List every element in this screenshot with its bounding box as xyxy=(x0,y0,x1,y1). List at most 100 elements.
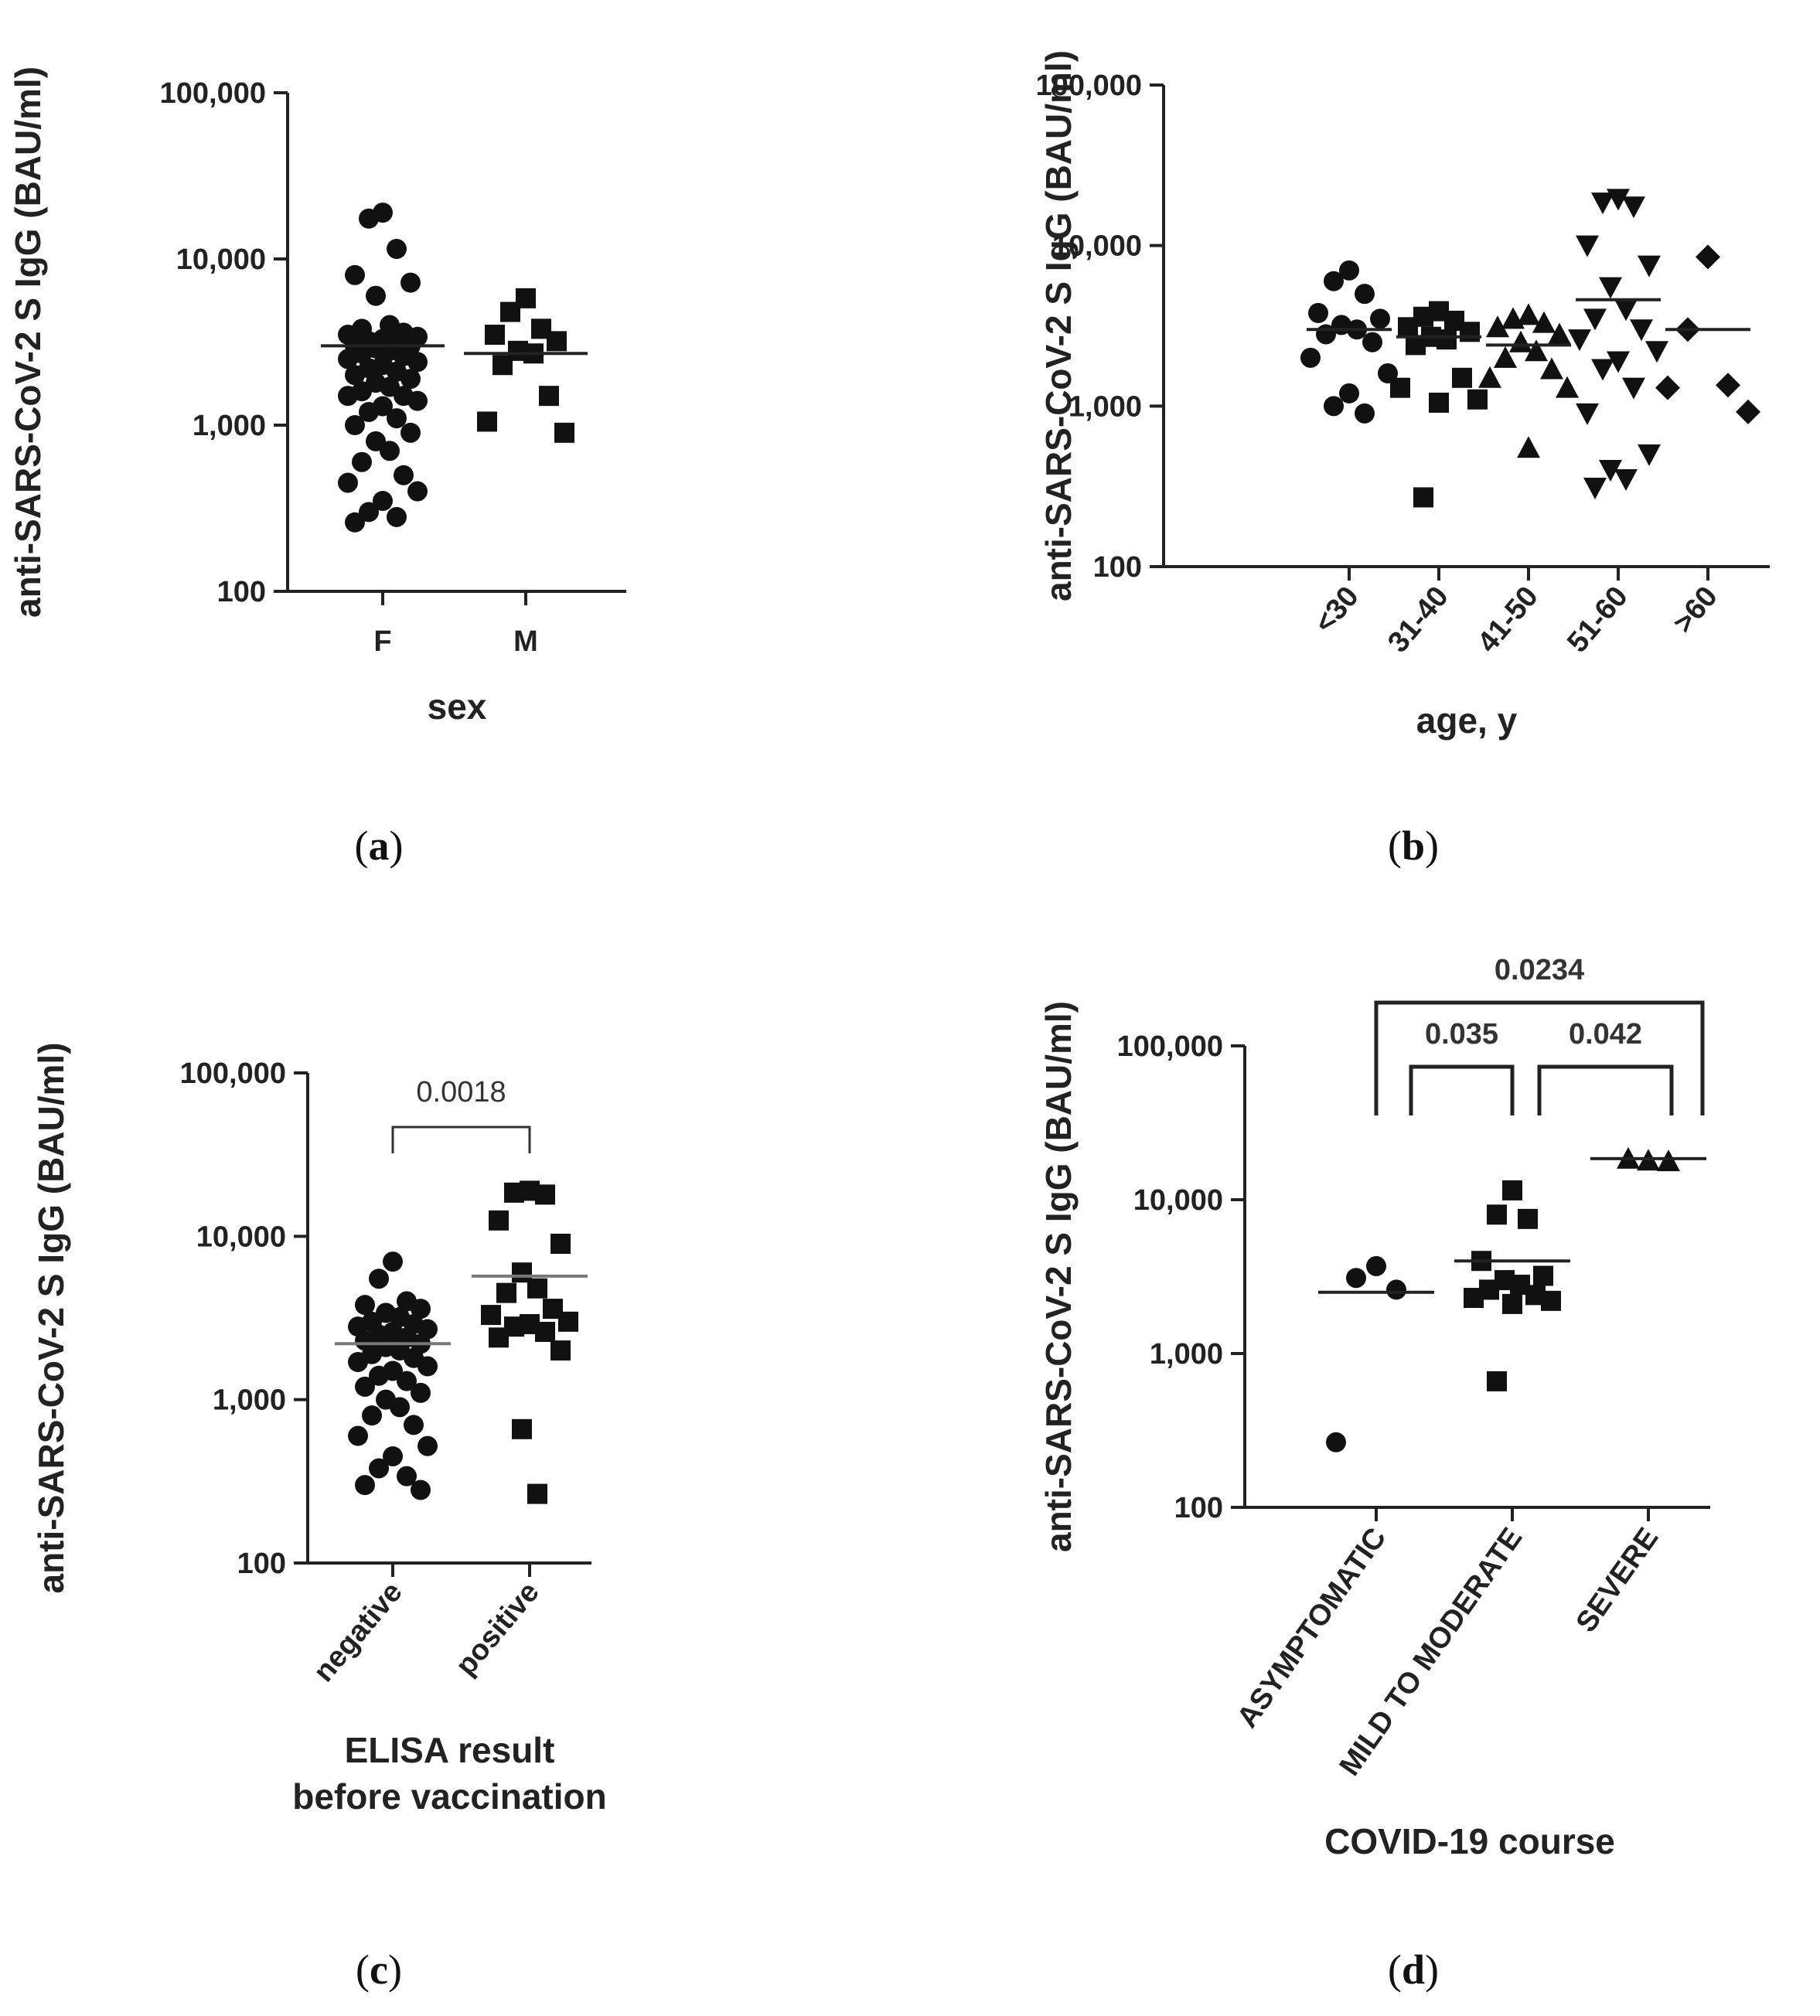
data-point xyxy=(477,411,497,432)
data-point xyxy=(359,502,379,523)
x-tick-label: 41-50 xyxy=(1471,581,1545,659)
data-point xyxy=(1452,367,1472,388)
data-point xyxy=(411,1299,431,1320)
data-point xyxy=(383,1446,403,1466)
data-point xyxy=(359,208,379,229)
data-point xyxy=(366,285,386,306)
p-value-label: 0.0234 xyxy=(1495,954,1584,986)
data-point xyxy=(1655,375,1680,400)
comparison-bracket xyxy=(1409,1064,1515,1115)
data-point xyxy=(1556,376,1579,398)
data-point xyxy=(1583,308,1607,331)
data-point xyxy=(1614,299,1638,322)
data-point xyxy=(1501,307,1525,329)
p-value-label: 0.042 xyxy=(1569,1018,1642,1051)
data-point xyxy=(485,325,505,346)
data-point xyxy=(1614,469,1638,492)
data-point xyxy=(348,1351,368,1372)
caption-d: (d) xyxy=(1388,1946,1439,1993)
comparison-bracket xyxy=(1374,1000,1705,1115)
data-point xyxy=(387,238,407,259)
data-point xyxy=(1657,1149,1680,1172)
data-point xyxy=(369,1365,389,1386)
data-point xyxy=(1355,403,1375,424)
data-point xyxy=(397,1466,417,1486)
data-point xyxy=(411,1480,431,1500)
data-point xyxy=(1540,357,1563,380)
x-axis-title: COVID-19 course xyxy=(1324,1821,1615,1861)
data-point xyxy=(1541,1290,1561,1311)
y-tick-label: 100,000 xyxy=(180,1057,286,1090)
data-point xyxy=(362,1405,382,1426)
data-point xyxy=(369,1269,389,1289)
data-point xyxy=(1548,322,1571,345)
data-point xyxy=(397,1371,417,1391)
data-point xyxy=(535,1321,555,1342)
data-point xyxy=(527,1483,547,1504)
x-tick-label: <30 xyxy=(1308,581,1365,639)
data-point xyxy=(1736,399,1760,424)
data-point xyxy=(407,481,428,502)
data-point xyxy=(338,472,358,493)
data-point xyxy=(550,1234,571,1255)
data-point xyxy=(338,386,358,407)
data-point xyxy=(1591,192,1614,215)
x-axis-title: sex xyxy=(428,686,487,727)
data-point xyxy=(496,1282,516,1303)
data-point xyxy=(1696,244,1720,270)
x-tick-label: positive xyxy=(449,1576,545,1682)
data-point xyxy=(1339,260,1359,281)
data-point xyxy=(558,1311,578,1332)
x-axis-title: ELISA result xyxy=(345,1730,555,1770)
data-point xyxy=(1517,303,1540,325)
x-tick-label: 31-40 xyxy=(1382,581,1455,659)
data-point xyxy=(338,349,358,369)
data-point xyxy=(1607,351,1630,373)
data-point xyxy=(345,365,365,386)
data-point xyxy=(359,401,379,422)
data-point xyxy=(1429,392,1449,413)
data-point xyxy=(1568,329,1591,352)
data-point xyxy=(1324,396,1344,417)
data-point xyxy=(390,1397,410,1418)
data-point xyxy=(1638,444,1661,466)
data-point xyxy=(1532,311,1556,333)
y-axis-title: anti-SARS-CoV-2 S IgG (BAU/ml) xyxy=(31,1042,71,1593)
data-point xyxy=(539,386,559,407)
data-point xyxy=(547,331,567,352)
y-tick-label: 100,000 xyxy=(1036,70,1142,102)
y-tick-label: 1,000 xyxy=(1150,1338,1223,1371)
data-point xyxy=(400,369,421,390)
y-tick-label: 1,000 xyxy=(213,1384,286,1417)
data-point xyxy=(418,1435,438,1456)
data-point xyxy=(1487,1371,1507,1391)
data-point xyxy=(1390,377,1410,398)
data-point xyxy=(1326,1432,1346,1452)
y-axis-title: anti-SARS-CoV-2 S IgG (BAU/ml) xyxy=(8,66,48,618)
x-tick-label: 51-60 xyxy=(1561,581,1634,659)
data-point xyxy=(1355,284,1375,305)
data-point xyxy=(1324,271,1344,291)
data-point xyxy=(1308,302,1328,323)
y-tick-label: 100 xyxy=(237,1548,286,1580)
data-point xyxy=(407,352,428,373)
y-tick-label: 1,000 xyxy=(193,410,266,442)
y-tick-label: 10,000 xyxy=(176,243,266,276)
y-axis-title: anti-SARS-CoV-2 S IgG (BAU/ml) xyxy=(1038,1001,1079,1552)
data-point xyxy=(1517,436,1540,458)
y-tick-label: 100,000 xyxy=(160,77,266,110)
data-point xyxy=(383,1251,403,1272)
data-point xyxy=(1398,317,1418,338)
data-point xyxy=(1487,1204,1507,1225)
data-point xyxy=(500,301,520,322)
data-point xyxy=(1437,329,1457,350)
data-point xyxy=(489,1210,509,1231)
data-point xyxy=(481,1305,501,1326)
data-point xyxy=(1622,196,1645,219)
data-point xyxy=(352,451,372,472)
data-point xyxy=(1370,308,1390,329)
data-point xyxy=(1467,389,1488,410)
data-point xyxy=(1300,347,1321,368)
y-tick-label: 10,000 xyxy=(1133,1184,1223,1217)
data-point xyxy=(1599,459,1622,482)
